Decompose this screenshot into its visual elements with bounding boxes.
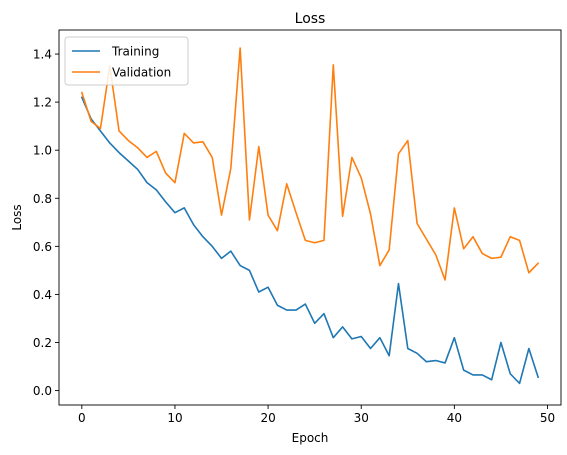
y-tick-label: 0.0	[33, 384, 52, 398]
x-tick-label: 20	[260, 411, 275, 425]
y-tick-label: 0.6	[33, 240, 52, 254]
series-line-validation	[81, 47, 539, 281]
x-tick-label: 10	[167, 411, 182, 425]
y-tick-label: 0.4	[33, 288, 52, 302]
y-tick-label: 1.0	[33, 144, 52, 158]
legend-label-training: Training	[111, 45, 159, 59]
series-line-training	[81, 96, 539, 385]
y-tick-label: 1.4	[33, 48, 52, 62]
y-tick-label: 0.2	[33, 336, 52, 350]
x-axis-label: Epoch	[292, 431, 329, 445]
plot-frame	[58, 29, 562, 406]
x-tick-label: 40	[447, 411, 462, 425]
chart-title: Loss	[295, 11, 326, 27]
x-tick-label: 50	[540, 411, 555, 425]
y-axis-label: Loss	[10, 204, 24, 230]
legend-label-validation: Validation	[112, 66, 171, 80]
x-tick-label: 0	[78, 411, 86, 425]
plot-area: 0 10 20 30 40 50 0.0 0.2 0.4 0.6 0.8 1.0 1.2 1.4	[33, 47, 555, 425]
y-tick-label: 0.8	[33, 192, 52, 206]
legend-box	[64, 36, 189, 86]
legend: Training Validation	[64, 36, 189, 86]
x-tick-label: 30	[354, 411, 369, 425]
y-tick-label: 1.2	[33, 96, 52, 110]
